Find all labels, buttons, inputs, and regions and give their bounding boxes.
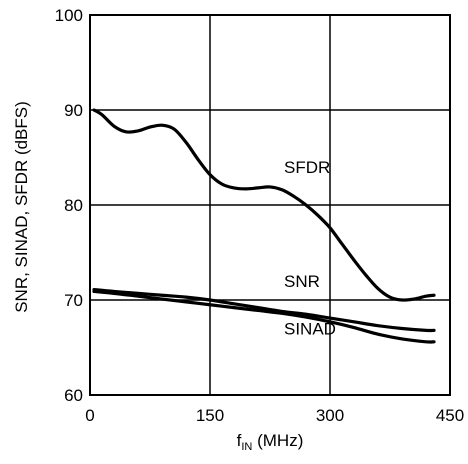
x-axis-label: fIN (MHz)	[237, 431, 304, 453]
y-tick-label: 70	[64, 291, 83, 310]
series-layer	[92, 108, 436, 344]
y-tick-label: 80	[64, 196, 83, 215]
x-axis-label-subscript: IN	[241, 441, 252, 453]
x-axis-label-main: f	[237, 431, 242, 450]
series-line-snr	[92, 287, 436, 333]
grid	[90, 15, 450, 395]
x-axis-label-unit: (MHz)	[252, 431, 303, 450]
x-tick-label: 450	[436, 406, 464, 425]
series-line-sfdr	[92, 108, 436, 302]
y-tick-label: 90	[64, 101, 83, 120]
y-tick-label: 60	[64, 386, 83, 405]
y-tick-label: 100	[55, 6, 83, 25]
x-tick-label: 300	[316, 406, 344, 425]
x-tick-label: 150	[196, 406, 224, 425]
series-labels: SFDR SNR SINAD	[284, 158, 336, 339]
series-label-sinad: SINAD	[284, 320, 336, 339]
series-label-sfdr: SFDR	[284, 158, 330, 177]
y-axis-label: SNR, SINAD, SFDR (dBFS)	[12, 101, 31, 313]
tick-labels: 0 150 300 450 60 70 80 90 100	[55, 6, 465, 425]
x-tick-label: 0	[85, 406, 94, 425]
plot-frame	[89, 14, 451, 396]
series-label-snr: SNR	[284, 272, 320, 291]
series-line-sinad	[92, 289, 436, 344]
